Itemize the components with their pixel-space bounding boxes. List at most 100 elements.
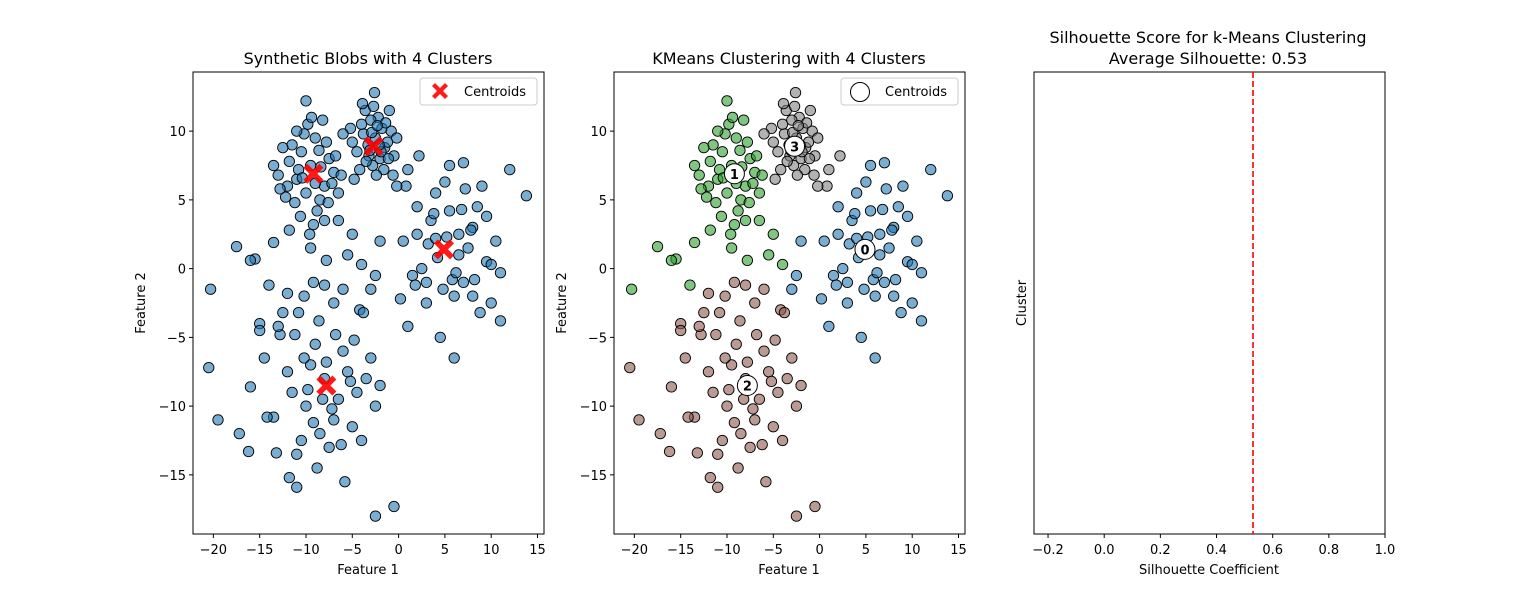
data-point bbox=[335, 438, 347, 451]
data-point bbox=[728, 416, 741, 429]
data-point bbox=[351, 386, 363, 399]
data-point bbox=[895, 306, 907, 319]
data-point bbox=[735, 427, 747, 440]
data-point bbox=[305, 111, 318, 124]
centroid-marker bbox=[303, 163, 324, 184]
data-point bbox=[318, 279, 331, 291]
data-point bbox=[743, 196, 755, 209]
data-point bbox=[467, 290, 479, 302]
data-point bbox=[348, 334, 360, 346]
blobs-legend: Centroids bbox=[419, 77, 538, 106]
data-point bbox=[880, 183, 892, 195]
x-tick-label: −5 bbox=[343, 543, 362, 558]
data-point bbox=[767, 421, 779, 433]
data-point bbox=[304, 228, 316, 240]
data-point bbox=[679, 352, 691, 364]
data-point bbox=[443, 159, 456, 172]
x-tick-label: 0.0 bbox=[1094, 543, 1115, 558]
data-point bbox=[901, 210, 914, 223]
data-point bbox=[704, 224, 716, 236]
data-point bbox=[889, 273, 902, 286]
data-point bbox=[406, 269, 419, 282]
data-point bbox=[212, 414, 224, 426]
x-tick-label: 0 bbox=[394, 543, 402, 558]
silhouette-plot-frame bbox=[1033, 71, 1386, 535]
data-point bbox=[326, 403, 338, 415]
data-point bbox=[254, 324, 266, 337]
data-point bbox=[739, 214, 752, 227]
data-point bbox=[441, 231, 453, 243]
data-point bbox=[758, 283, 770, 295]
data-point bbox=[453, 249, 465, 261]
data-point bbox=[317, 114, 329, 126]
data-point bbox=[812, 132, 824, 144]
kmeans-points bbox=[624, 86, 954, 522]
data-point bbox=[790, 400, 803, 412]
data-point bbox=[233, 427, 245, 440]
data-point bbox=[298, 352, 310, 364]
data-point bbox=[790, 269, 803, 282]
data-point bbox=[382, 152, 395, 165]
data-point bbox=[337, 128, 349, 140]
data-point bbox=[283, 155, 295, 168]
data-point bbox=[818, 235, 830, 247]
data-point bbox=[675, 324, 687, 337]
data-point bbox=[311, 462, 323, 474]
data-point bbox=[878, 157, 891, 169]
x-tick-label: 0.2 bbox=[1150, 543, 1171, 558]
data-point bbox=[365, 283, 377, 295]
kmeans-x-ticks: −20 −15 −10 −5 0 5 10 15 bbox=[621, 534, 967, 558]
centroid-label: 1 bbox=[730, 168, 739, 183]
data-point bbox=[698, 141, 710, 154]
silhouette-panel: Silhouette Score for k-Means Clustering … bbox=[1015, 28, 1395, 578]
data-point bbox=[841, 297, 854, 309]
data-point bbox=[283, 224, 295, 236]
centroid-marker-icon bbox=[432, 83, 448, 99]
data-point bbox=[719, 352, 731, 364]
data-point bbox=[203, 361, 215, 374]
data-point bbox=[651, 240, 664, 253]
data-point bbox=[457, 276, 470, 289]
data-point bbox=[346, 136, 358, 148]
data-point bbox=[750, 150, 763, 162]
data-point bbox=[307, 416, 320, 429]
kmeans-y-axis-label: Feature 2 bbox=[555, 272, 570, 334]
data-point bbox=[450, 267, 462, 279]
data-point bbox=[204, 283, 217, 295]
data-point bbox=[713, 306, 726, 319]
data-point bbox=[281, 287, 294, 300]
data-point bbox=[693, 169, 705, 181]
data-point bbox=[369, 269, 382, 282]
legend-label: Centroids bbox=[464, 85, 526, 100]
data-point bbox=[300, 187, 312, 199]
data-point bbox=[741, 254, 754, 267]
kmeans-y-ticks: −15 −10 −5 0 5 10 bbox=[580, 125, 614, 484]
data-point bbox=[763, 366, 775, 378]
data-point bbox=[270, 447, 283, 459]
x-tick-label: 10 bbox=[904, 543, 921, 558]
data-point bbox=[326, 177, 338, 190]
centroid-marker bbox=[433, 239, 454, 260]
data-point bbox=[769, 173, 781, 185]
data-point bbox=[747, 403, 759, 415]
silhouette-title: Silhouette Score for k-Means Clustering bbox=[1049, 28, 1366, 47]
data-point bbox=[494, 267, 507, 279]
data-point bbox=[738, 114, 750, 126]
data-point bbox=[391, 132, 403, 144]
data-point bbox=[758, 345, 770, 357]
data-point bbox=[468, 273, 481, 286]
data-point bbox=[453, 228, 465, 240]
silhouette-x-ticks: −0.2 0.0 0.2 0.4 0.6 0.8 1.0 bbox=[1032, 534, 1395, 558]
data-point bbox=[777, 97, 790, 110]
data-point bbox=[741, 356, 754, 368]
blobs-centroid-markers bbox=[303, 136, 454, 396]
data-point bbox=[328, 414, 340, 426]
data-point bbox=[337, 345, 349, 357]
data-point bbox=[355, 118, 368, 130]
kmeans-centroid-markers: 0 1 2 3 bbox=[723, 135, 876, 396]
data-point bbox=[429, 187, 442, 199]
kmeans-panel: KMeans Clustering with 4 Clusters 0 1 2 3 −… bbox=[555, 49, 967, 578]
data-point bbox=[864, 205, 877, 217]
data-point bbox=[304, 359, 317, 371]
data-point bbox=[707, 386, 719, 399]
